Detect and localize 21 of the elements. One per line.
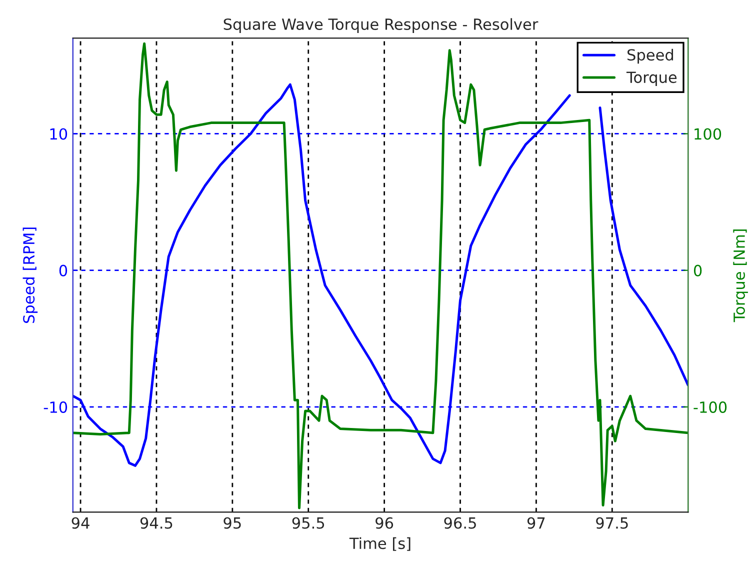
y-tick-label: 10 (50, 128, 68, 140)
x-tick-label: 95.5 (292, 517, 324, 529)
y-tick-label: 0 (59, 264, 68, 276)
y-tick-label: -10 (44, 401, 68, 413)
x-tick-label: 95 (224, 517, 241, 529)
legend-label: Torque (626, 72, 677, 86)
y-axis-title: Speed [RPM] (22, 228, 38, 323)
line-series (72, 42, 688, 510)
x-tick-label: 97 (527, 517, 545, 529)
legend-label: Speed (628, 48, 674, 64)
y2-tick-label: 0 (694, 264, 702, 276)
x-tick-label: 96 (376, 517, 394, 529)
y2-tick-label: 100 (694, 128, 722, 140)
x-axis-title: Time [s] (349, 537, 410, 551)
x-tick-label: 94 (72, 517, 90, 529)
y2-tick-label: -100 (694, 401, 727, 413)
x-tick-label: 97.5 (596, 517, 628, 529)
x-tick-label: 94.5 (140, 517, 172, 529)
y2-axis-title: Torque [Nm] (733, 229, 748, 322)
x-tick-label: 96.5 (444, 517, 476, 529)
chart-title: Square Wave Torque Response - Resolver (224, 18, 538, 33)
